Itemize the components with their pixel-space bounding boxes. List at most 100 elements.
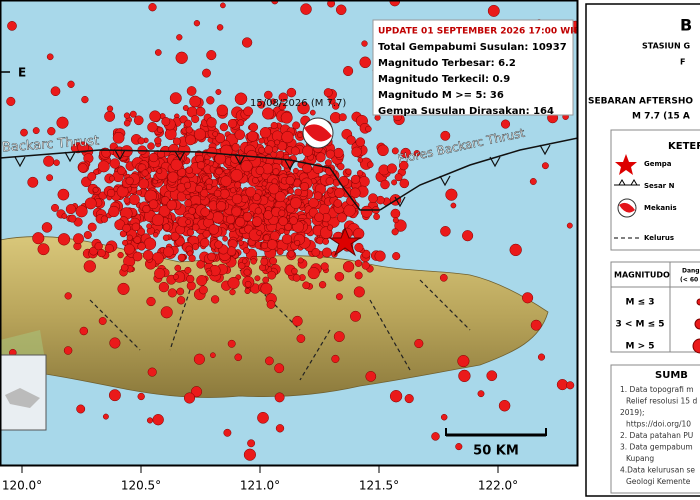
aftershock-dot (230, 153, 241, 164)
aftershock-dot (333, 331, 345, 343)
aftershock-dot (258, 137, 265, 144)
aftershock-dot (297, 101, 310, 115)
aftershock-dot (353, 286, 365, 298)
aftershock-dot (188, 254, 196, 262)
aftershock-dot (272, 168, 280, 176)
aftershock-dot (264, 145, 273, 155)
aftershock-dot (292, 315, 303, 327)
aftershock-dot (327, 224, 334, 231)
aftershock-dot (313, 191, 323, 201)
aftershock-dot (106, 105, 114, 112)
aftershock-dot (274, 392, 285, 403)
aftershock-dot (109, 337, 121, 349)
aftershock-dot (27, 176, 39, 188)
aftershock-dot (359, 56, 371, 69)
aftershock-dot (455, 443, 463, 451)
aftershock-dot (252, 193, 261, 202)
aftershock-dot (182, 105, 189, 111)
legend-title: KETER (668, 141, 700, 152)
aftershock-dot (285, 176, 295, 185)
thrust-tooth (14, 156, 26, 168)
aftershock-dot (246, 150, 258, 161)
aftershock-dot (297, 132, 303, 138)
aftershock-dot (61, 213, 68, 219)
aftershock-dot (300, 182, 309, 191)
aftershock-dot (51, 203, 59, 212)
info-line: Total Gempabumi Susulan: 10937 (378, 42, 567, 53)
aftershock-dot (238, 240, 244, 246)
aftershock-dot (278, 102, 287, 111)
aftershock-dot (185, 126, 193, 134)
aftershock-dot (353, 228, 365, 240)
aftershock-dot (46, 174, 54, 182)
aftershock-dot (296, 334, 306, 343)
aftershock-dot (230, 187, 237, 194)
panel-line: F (680, 58, 685, 67)
aftershock-dot (170, 158, 183, 171)
aftershock-dot (394, 173, 403, 182)
aftershock-dot (311, 248, 321, 257)
aftershock-dot (333, 147, 344, 158)
aftershock-dot (65, 204, 76, 215)
aftershock-dot (157, 126, 164, 134)
aftershock-dot (292, 274, 301, 282)
aftershock-dot (335, 293, 343, 301)
panel-title: B (680, 16, 692, 35)
aftershock-dot (231, 143, 240, 152)
aftershock-dot (147, 367, 157, 377)
aftershock-dot (198, 285, 208, 295)
magnitude-symbol (696, 298, 700, 306)
legend-box (610, 129, 700, 251)
aftershock-dot (87, 222, 97, 232)
aftershock-dot (332, 102, 340, 110)
info-box (372, 19, 574, 116)
aftershock-dot (148, 152, 159, 163)
aftershock-dot (302, 145, 314, 157)
aftershock-dot (83, 230, 92, 240)
aftershock-dot (226, 246, 237, 256)
aftershock-dot (196, 161, 206, 170)
aftershock-dot (325, 149, 335, 159)
aftershock-dot (191, 243, 200, 251)
aftershock-dot (335, 4, 347, 16)
aftershock-dot (331, 354, 340, 363)
source-line: 2. Data patahan PU (620, 431, 693, 440)
aftershock-dot (210, 295, 220, 304)
aftershock-dot (450, 202, 457, 209)
aftershock-dot (404, 394, 414, 404)
aftershock-dot (184, 266, 192, 274)
aftershock-dot (195, 106, 206, 117)
aftershock-dot (350, 310, 361, 322)
aftershock-dot (183, 181, 192, 189)
aftershock-dot (158, 281, 170, 293)
info-line: Magnitudo M >= 5: 36 (378, 90, 504, 101)
aftershock-dot (365, 125, 372, 133)
aftershock-dot (325, 177, 334, 186)
info-update: UPDATE 01 SEPTEMBER 2026 17:00 WIB (378, 27, 580, 37)
aftershock-dot (355, 137, 366, 147)
aftershock-dot (361, 249, 371, 259)
epicenter-label: 15/08/2026 (M 7.7) (250, 98, 346, 109)
aftershock-dot (323, 88, 333, 98)
aftershock-dot (109, 158, 120, 169)
aftershock-dot (112, 131, 125, 144)
aftershock-dot (192, 223, 200, 231)
aftershock-dot (32, 232, 45, 245)
aftershock-dot (211, 211, 224, 224)
magnitude-table (610, 261, 700, 353)
aftershock-dot (439, 273, 448, 282)
aftershock-dot (361, 261, 370, 270)
aftershock-dot (76, 404, 86, 414)
aftershock-dot (440, 413, 448, 421)
aftershock-dot (458, 369, 471, 383)
magnitude-label: 3 < M ≤ 5 (615, 320, 664, 330)
aftershock-dot (196, 275, 208, 286)
aftershock-dot (247, 130, 258, 142)
aftershock-dot (216, 104, 229, 117)
aftershock-dot (274, 191, 286, 203)
aftershock-dot (243, 448, 256, 461)
aftershock-dot (222, 235, 228, 242)
aftershock-dot (238, 261, 246, 270)
aftershock-dot (215, 133, 226, 144)
aftershock-dot (275, 424, 285, 433)
